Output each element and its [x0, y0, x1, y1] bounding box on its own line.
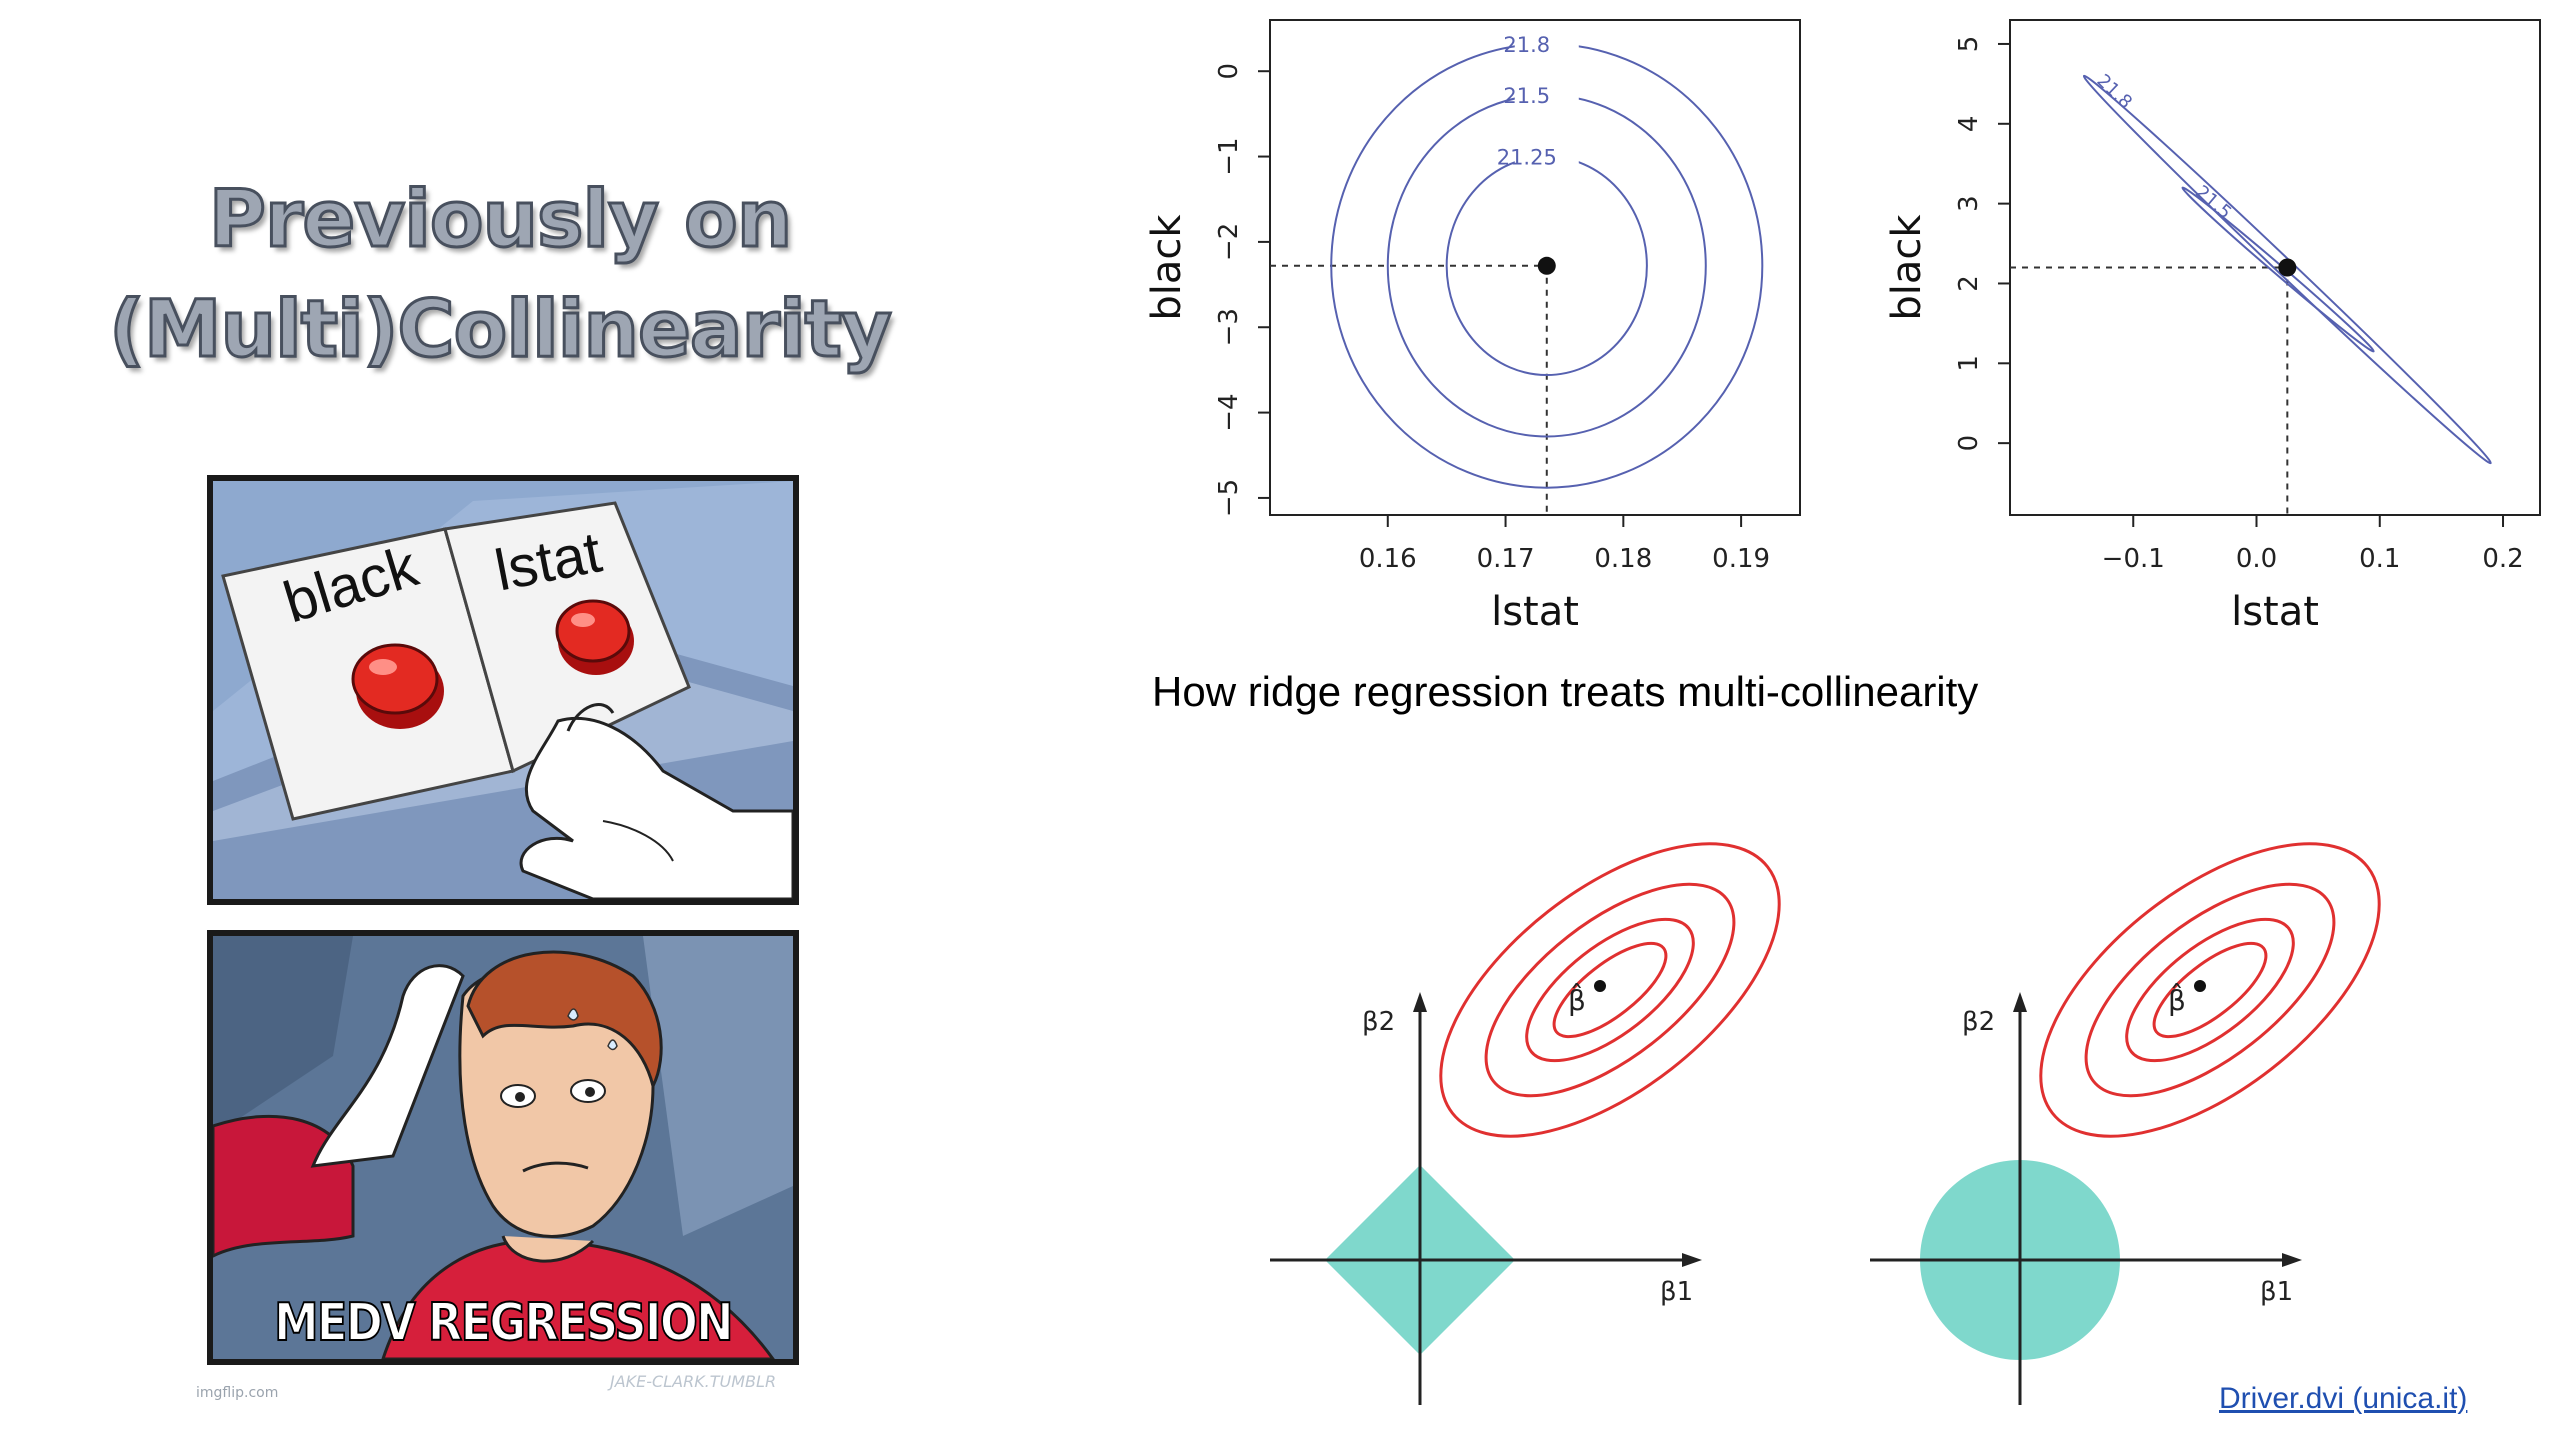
y-tick-label: −3 — [1214, 308, 1244, 346]
y-tick-label: 4 — [1954, 116, 1984, 133]
rss-contour-ellipse — [2084, 882, 2336, 1098]
y-tick-label: 1 — [1954, 355, 1984, 372]
slide-title-line-2: (Multi)Collinearity — [108, 284, 894, 377]
contour-label-bg — [1514, 29, 1579, 56]
x-axis-label: lstat — [2231, 589, 2319, 635]
beta2-axis-label: β2 — [1362, 1007, 1395, 1037]
ridge-subtitle: How ridge regression treats multi-collin… — [1152, 668, 1979, 715]
artist-credit: JAKE-CLARK.TUMBLR — [610, 1372, 777, 1391]
y-tick-label: 5 — [1954, 36, 1984, 53]
contour-label-bg — [1514, 81, 1579, 108]
x-tick-label: 0.19 — [1712, 544, 1770, 574]
ridge-circle-constraint-plot: β1 β2 β̂ — [1870, 842, 2381, 1405]
contour-plot-small-collinearity: 0.16 0.17 0.18 0.19 −5 −4 −3 −2 −1 0 lstat black 21.… — [1144, 19, 1801, 635]
rss-contour-ellipse — [2039, 842, 2381, 1138]
rss-contour-ellipse — [2152, 941, 2268, 1039]
imgflip-credit: imgflip.com — [196, 1385, 279, 1401]
y-tick-label: −2 — [1214, 223, 1244, 261]
y-tick-label: 3 — [1954, 195, 1984, 212]
beta1-arrowhead — [2282, 1253, 2302, 1267]
slide-title-line-1: Previously on — [207, 174, 794, 267]
x-tick-label: 0.0 — [2236, 544, 2277, 574]
beta1-axis-label: β1 — [2260, 1277, 2293, 1307]
beta-hat-label: β̂ — [2168, 981, 2186, 1017]
beta2-axis-label: β2 — [1962, 1007, 1995, 1037]
tissue-hand — [310, 964, 465, 1168]
pointing-hand — [519, 716, 793, 899]
beta2-arrowhead — [2013, 992, 2027, 1012]
contour-label: 21.5 — [1503, 84, 1550, 108]
right-red-button — [555, 599, 631, 663]
meme-panel-buttons: black lstat — [207, 475, 799, 905]
lasso-diamond-constraint-plot: β1 β2 β̂ — [1270, 842, 1781, 1405]
plot-frame — [1269, 19, 1801, 516]
y-tick-label: 2 — [1954, 275, 1984, 292]
contour-label: 21.25 — [1497, 146, 1557, 170]
left-red-button — [351, 643, 439, 715]
source-link[interactable]: Driver.dvi (unica.it) — [2219, 1382, 2468, 1415]
beta1-axis-label: β1 — [1660, 1277, 1693, 1307]
button-panel-illustration — [213, 481, 793, 899]
y-tick-label: −1 — [1214, 137, 1244, 175]
y-tick-label: 0 — [1954, 435, 1984, 452]
man-hair — [466, 950, 663, 1091]
y-tick-label: −5 — [1214, 479, 1244, 517]
meme-caption: MEDV REGRESSION — [273, 1292, 734, 1354]
x-tick-label: 0.18 — [1594, 544, 1652, 574]
x-tick-label: 0.16 — [1359, 544, 1417, 574]
x-tick-label: 0.17 — [1477, 544, 1535, 574]
estimate-point — [2278, 258, 2297, 277]
x-tick-label: 0.1 — [2359, 544, 2400, 574]
rss-contour-ellipse — [1552, 941, 1668, 1039]
y-axis-label: black — [1884, 214, 1930, 321]
ols-estimate-point — [2194, 980, 2206, 992]
x-tick-label: −0.1 — [2102, 544, 2165, 574]
beta1-arrowhead — [1682, 1253, 1702, 1267]
sweating-man-illustration — [213, 936, 793, 1359]
x-axis-label: lstat — [1491, 589, 1579, 635]
beta-hat-label: β̂ — [1568, 981, 1586, 1017]
contour-label: 21.8 — [1503, 33, 1550, 57]
y-tick-label: 0 — [1214, 63, 1244, 80]
beta2-arrowhead — [1413, 992, 1427, 1012]
rss-contour-ellipse — [2125, 917, 2295, 1063]
ols-estimate-point — [1594, 980, 1606, 992]
estimate-point — [1537, 256, 1556, 275]
y-tick-label: −4 — [1214, 393, 1244, 431]
contour-label: 21.8 — [2093, 70, 2137, 113]
rss-contour-ellipse — [1525, 917, 1695, 1063]
x-tick-label: 0.2 — [2482, 544, 2523, 574]
y-axis-label: black — [1144, 214, 1190, 321]
contour-label-bg — [1514, 142, 1579, 169]
meme-panel-sweating-man: MEDV REGRESSION — [207, 930, 799, 1365]
rss-contour-ellipse — [1484, 882, 1736, 1098]
rss-contour-ellipse — [1439, 842, 1781, 1138]
